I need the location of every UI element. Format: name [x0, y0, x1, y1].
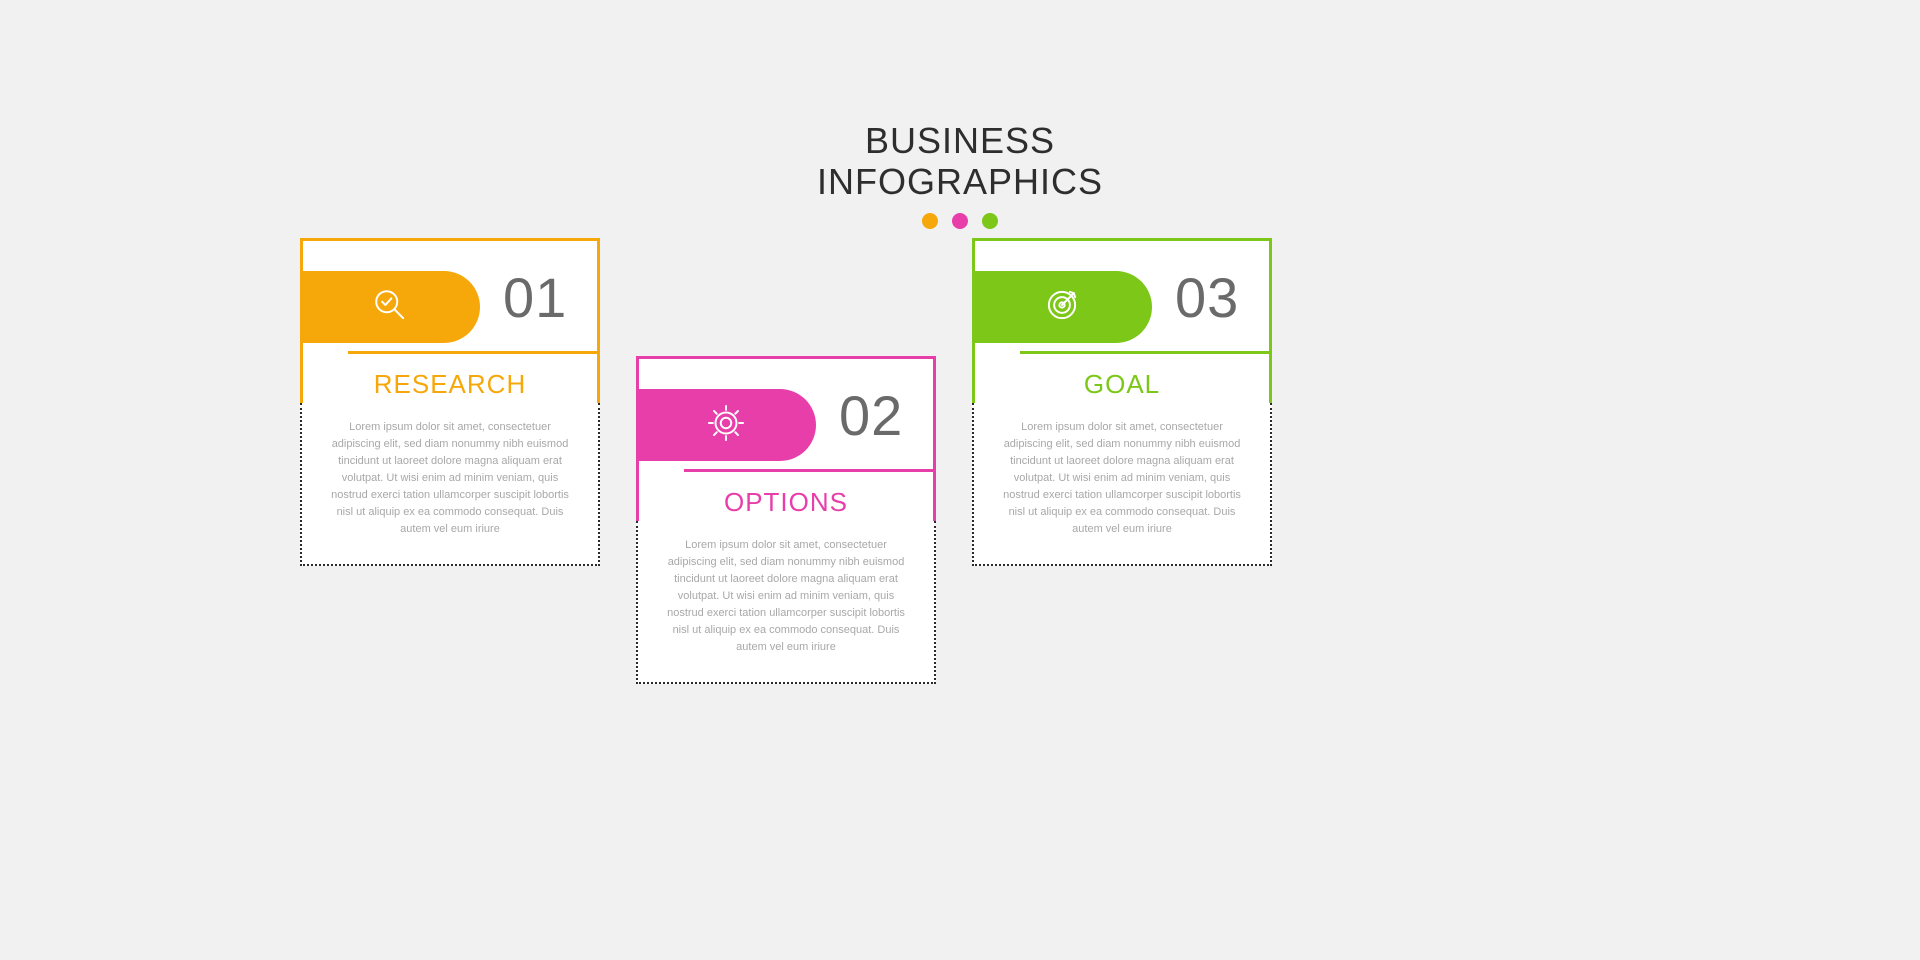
infographic-title: BUSINESS INFOGRAPHICS [817, 120, 1103, 229]
accent-dots [817, 213, 1103, 229]
step-card-top: 03 GOAL [972, 238, 1272, 403]
step-card-top: 01 RESEARCH [300, 238, 600, 403]
magnifier-check-icon [369, 284, 411, 331]
step-number: 03 [1175, 265, 1239, 330]
step-underline [684, 469, 936, 472]
step-body: Lorem ipsum dolor sit amet, consectetuer… [636, 521, 936, 684]
gear-icon [705, 402, 747, 449]
step-card-top: 02 OPTIONS [636, 356, 936, 521]
step-underline [348, 351, 600, 354]
step-number: 01 [503, 265, 567, 330]
step-pill [636, 389, 816, 461]
title-line-1: BUSINESS [817, 120, 1103, 161]
dot-1 [922, 213, 938, 229]
step-card-2: 02 OPTIONS Lorem ipsum dolor sit amet, c… [636, 356, 936, 684]
step-card-3: 03 GOAL Lorem ipsum dolor sit amet, cons… [972, 238, 1272, 566]
step-body: Lorem ipsum dolor sit amet, consectetuer… [300, 403, 600, 566]
step-title: OPTIONS [639, 487, 933, 518]
step-body: Lorem ipsum dolor sit amet, consectetuer… [972, 403, 1272, 566]
step-pill [972, 271, 1152, 343]
step-pill [300, 271, 480, 343]
dot-3 [982, 213, 998, 229]
target-icon [1041, 284, 1083, 331]
dot-2 [952, 213, 968, 229]
step-number: 02 [839, 383, 903, 448]
step-underline [1020, 351, 1272, 354]
step-title: RESEARCH [303, 369, 597, 400]
title-line-2: INFOGRAPHICS [817, 161, 1103, 202]
step-title: GOAL [975, 369, 1269, 400]
step-card-1: 01 RESEARCH Lorem ipsum dolor sit amet, … [300, 238, 600, 566]
